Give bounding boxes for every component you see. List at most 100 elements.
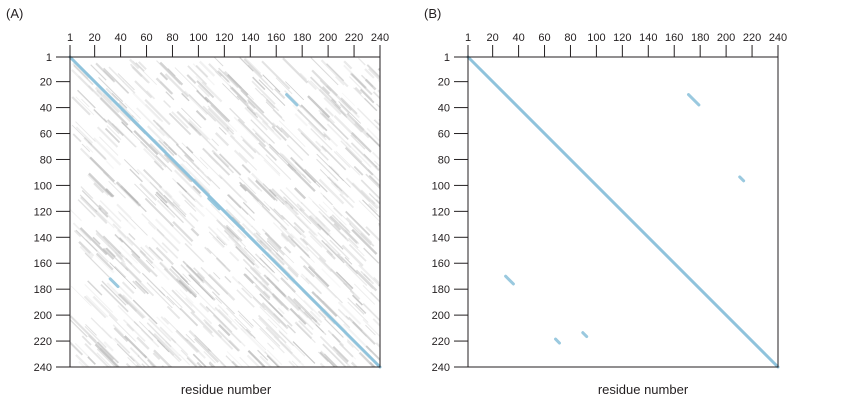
- noise-streak: [225, 224, 243, 242]
- noise-streak: [166, 199, 196, 229]
- noise-streak: [285, 187, 303, 205]
- noise-streak: [102, 235, 122, 255]
- noise-streak: [196, 272, 221, 296]
- noise-streak: [207, 247, 226, 267]
- noise-streak: [228, 339, 241, 352]
- noise-streak: [348, 223, 372, 246]
- noise-streak: [349, 72, 373, 96]
- noise-streak: [174, 169, 203, 198]
- noise-streak: [308, 196, 336, 224]
- noise-streak: [247, 176, 263, 192]
- noise-streak: [265, 101, 283, 119]
- noise-streak: [129, 58, 140, 70]
- y-tick-label: 100: [432, 180, 450, 192]
- noise-streak: [113, 327, 129, 342]
- noise-streak: [286, 276, 295, 285]
- noise-streak: [324, 318, 344, 338]
- noise-streak: [347, 301, 369, 323]
- noise-streak: [287, 235, 310, 257]
- noise-streak: [240, 135, 261, 156]
- noise-streak: [126, 323, 135, 332]
- noise-streak: [264, 351, 281, 367]
- x-tick-label: 1: [67, 32, 73, 44]
- noise-streak: [228, 194, 256, 221]
- noise-streak: [118, 293, 145, 319]
- noise-streak: [196, 167, 212, 182]
- noise-streak: [118, 102, 135, 119]
- noise-streak: [315, 216, 331, 233]
- noise-streak: [102, 93, 131, 123]
- noise-streak: [117, 73, 135, 91]
- noise-streak: [306, 246, 332, 273]
- noise-streak: [134, 80, 153, 99]
- noise-streak: [102, 69, 115, 81]
- noise-streak: [95, 252, 114, 271]
- noise-streak: [260, 76, 269, 85]
- noise-streak: [244, 106, 268, 131]
- noise-streak: [266, 354, 280, 367]
- noise-streak: [156, 316, 174, 334]
- noise-streak: [188, 122, 198, 132]
- noise-streak: [195, 290, 216, 312]
- noise-streak: [199, 302, 210, 313]
- noise-streak: [280, 232, 297, 248]
- noise-streak: [181, 193, 196, 208]
- noise-streak: [291, 289, 314, 311]
- noise-streak: [339, 193, 355, 209]
- noise-streak: [360, 74, 374, 88]
- noise-streak: [364, 68, 375, 79]
- noise-streak: [304, 168, 328, 193]
- x-tick-label: 40: [512, 32, 524, 44]
- noise-streak: [131, 131, 148, 149]
- noise-streak: [345, 217, 373, 244]
- noise-streak: [365, 173, 380, 190]
- noise-streak: [188, 94, 217, 122]
- noise-streak: [163, 267, 188, 293]
- noise-streak: [299, 255, 316, 272]
- noise-streak: [79, 245, 93, 259]
- noise-streak: [214, 132, 230, 147]
- noise-streak: [182, 273, 191, 282]
- noise-streak: [158, 127, 171, 139]
- y-tick-label: 120: [432, 206, 450, 218]
- noise-streak: [177, 154, 186, 163]
- noise-streak: [153, 138, 167, 152]
- noise-streak: [257, 314, 287, 344]
- noise-streak: [332, 346, 349, 363]
- noise-streak: [331, 214, 351, 234]
- noise-streak: [192, 63, 215, 86]
- noise-streak: [358, 200, 380, 223]
- noise-streak: [127, 356, 139, 367]
- noise-streak: [284, 342, 292, 351]
- similarity-feature: [285, 93, 299, 107]
- noise-streak: [372, 276, 380, 286]
- noise-streak: [202, 105, 229, 133]
- noise-streak: [328, 216, 340, 227]
- noise-streak: [139, 141, 167, 168]
- noise-streak: [362, 285, 380, 304]
- y-tick-label: 1: [46, 52, 52, 64]
- noise-streak: [319, 335, 348, 364]
- noise-streak: [81, 143, 91, 153]
- y-tick-label: 180: [34, 284, 52, 296]
- noise-streak: [305, 277, 322, 295]
- noise-streak: [331, 333, 341, 343]
- noise-streak: [207, 226, 228, 246]
- noise-streak: [340, 97, 358, 115]
- noise-streak: [149, 181, 175, 207]
- noise-streak: [258, 142, 277, 161]
- noise-streak: [218, 153, 242, 176]
- noise-streak: [190, 311, 213, 334]
- noise-streak: [263, 274, 287, 298]
- noise-streak: [368, 193, 380, 206]
- noise-streak: [275, 124, 290, 139]
- noise-streak: [217, 70, 230, 83]
- noise-streak: [87, 356, 96, 365]
- noise-streak: [281, 214, 302, 236]
- noise-streak: [268, 146, 294, 171]
- similarity-feature: [504, 274, 515, 286]
- x-tick-label: 60: [140, 32, 152, 44]
- noise-streak: [99, 200, 122, 222]
- noise-streak: [229, 107, 246, 124]
- noise-streak: [278, 152, 303, 176]
